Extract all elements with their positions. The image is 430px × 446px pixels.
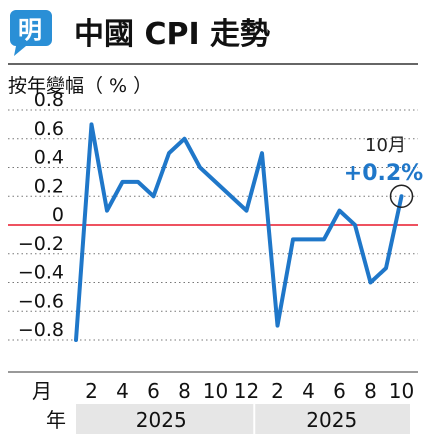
month-tick-label: 2 xyxy=(271,379,284,403)
month-tick-label: 4 xyxy=(302,379,315,403)
data-point xyxy=(105,209,109,213)
data-point xyxy=(245,209,249,213)
latest-point-highlight xyxy=(389,184,414,208)
month-tick-label: 4 xyxy=(116,379,129,403)
data-point xyxy=(322,237,326,241)
month-tick-label: 6 xyxy=(333,379,346,403)
month-tick-label: 2 xyxy=(85,379,98,403)
data-points xyxy=(74,122,404,342)
data-point xyxy=(369,281,373,285)
data-point xyxy=(198,166,202,170)
data-point xyxy=(307,237,311,241)
x-row-label-year: 年 xyxy=(46,408,66,432)
year-band xyxy=(76,404,410,434)
y-tick-label: −0.8 xyxy=(18,319,64,341)
logo-char: 明 xyxy=(18,16,42,44)
data-point xyxy=(229,194,233,198)
y-tick-label: 0 xyxy=(52,204,64,226)
y-axis-label: 按年變幅（ % ） xyxy=(8,75,152,97)
data-point xyxy=(74,338,78,342)
data-point xyxy=(291,237,295,241)
month-tick-label: 12 xyxy=(234,379,259,403)
y-tick-label: −0.2 xyxy=(18,233,64,255)
month-tick-label: 10 xyxy=(389,379,414,403)
chart-title: 中國 CPI 走勢 xyxy=(74,17,270,52)
annotation-label: 10月 xyxy=(365,135,406,156)
cpi-series-line xyxy=(74,122,404,342)
data-point xyxy=(183,137,187,141)
y-tick-label: 0.2 xyxy=(34,175,64,197)
data-point xyxy=(384,266,388,270)
data-point xyxy=(136,180,140,184)
data-point xyxy=(90,122,94,126)
data-point xyxy=(152,194,156,198)
data-point xyxy=(353,223,357,227)
year-labels: 2025 2025 xyxy=(136,404,357,434)
year-label: 2025 xyxy=(306,408,357,432)
data-point xyxy=(121,180,125,184)
month-tick-label: 8 xyxy=(178,379,191,403)
x-row-label-month: 月 xyxy=(32,379,52,403)
annotation-value: +0.2% xyxy=(344,161,423,186)
y-tick-labels: 0.8 0.6 0.4 0.2 0 −0.2 −0.4 −0.6 −0.8 xyxy=(18,89,64,341)
data-point xyxy=(276,324,280,328)
year-label: 2025 xyxy=(136,408,187,432)
month-tick-labels: 2 4 6 8 10 12 2 4 6 8 10 xyxy=(85,379,414,403)
month-tick-label: 8 xyxy=(364,379,377,403)
y-tick-label: −0.6 xyxy=(18,290,64,312)
logo-badge: 明 xyxy=(10,10,52,56)
logo-background xyxy=(10,10,52,56)
data-point xyxy=(338,209,342,213)
month-tick-label: 6 xyxy=(147,379,160,403)
y-tick-label: 0.8 xyxy=(34,89,64,111)
y-tick-label: 0.4 xyxy=(34,147,64,169)
y-tick-label: −0.4 xyxy=(18,262,64,284)
y-tick-label: 0.6 xyxy=(34,118,64,140)
data-point xyxy=(214,180,218,184)
data-point xyxy=(167,151,171,155)
month-tick-label: 10 xyxy=(203,379,228,403)
data-point xyxy=(260,151,264,155)
data-point xyxy=(400,194,404,198)
